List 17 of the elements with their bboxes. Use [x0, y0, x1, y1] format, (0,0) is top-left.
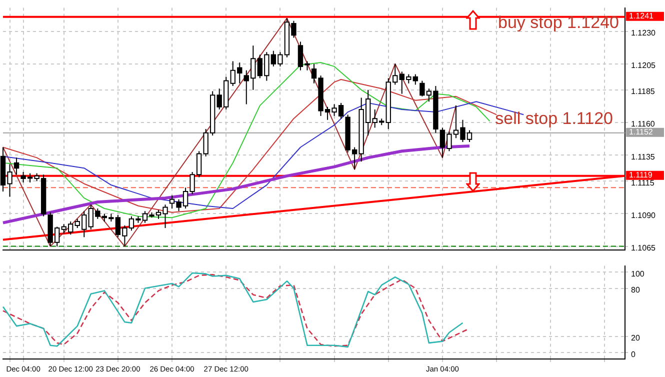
ref-line-label: 1.1119 — [629, 170, 653, 180]
ref-line-label: 1.1152 — [629, 128, 654, 137]
y-tick-label: 1.1115 — [631, 178, 655, 188]
ref-line-label: 1.1241 — [629, 12, 654, 21]
y-tick-label: 0 — [631, 350, 636, 359]
annotation: buy stop 1.1240 — [498, 12, 619, 32]
y-tick-label: 1.1160 — [631, 120, 656, 129]
y-tick-label: 20 — [631, 334, 640, 343]
y-tick-label: 1.1230 — [631, 28, 656, 38]
y-tick-label: 1.1185 — [631, 87, 656, 96]
y-tick-label: 1.1090 — [631, 210, 656, 220]
annotation: sell stop 1.1120 — [495, 109, 613, 128]
y-tick-label: 1.1065 — [631, 243, 656, 252]
y-tick-label: 100 — [631, 269, 645, 278]
y-tick-label: 80 — [631, 286, 640, 294]
y-tick-label: 1.1135 — [631, 152, 656, 162]
y-tick-label: 1.1205 — [631, 61, 656, 70]
